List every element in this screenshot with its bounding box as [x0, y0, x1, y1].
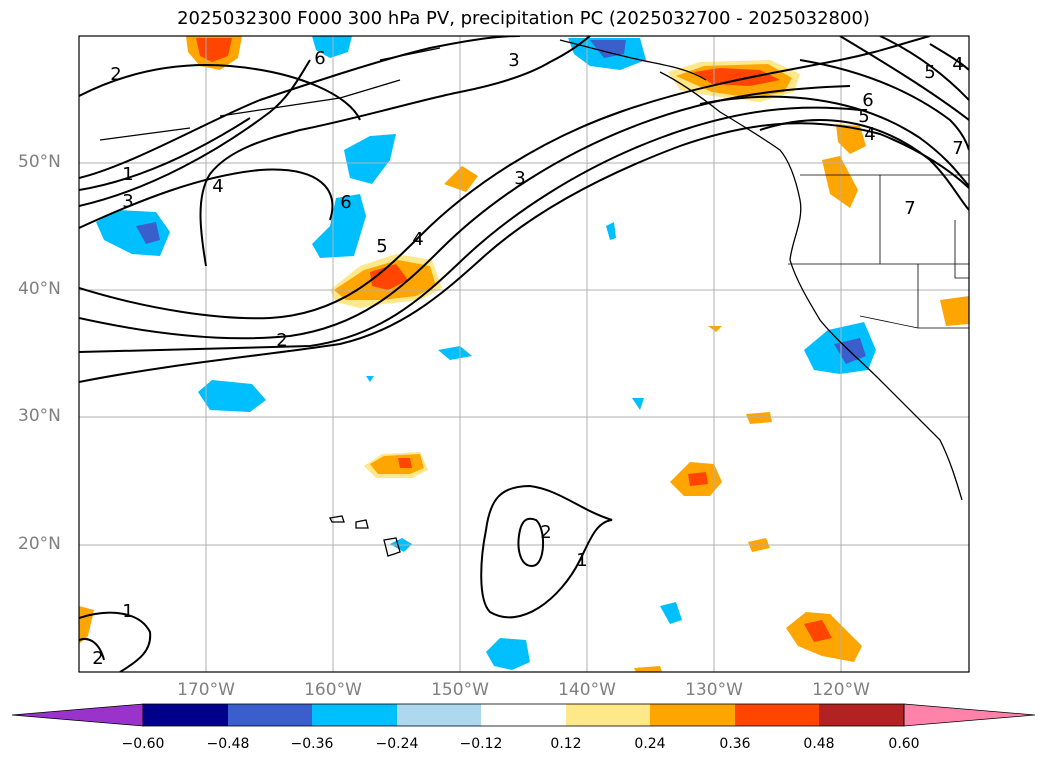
- contour-label: 6: [314, 48, 325, 69]
- contour-label: 2: [110, 64, 121, 85]
- colorbar-tick-label: −0.60: [121, 736, 165, 752]
- lon-label-160w: 160°W: [304, 680, 362, 700]
- contour-label: 4: [412, 229, 423, 250]
- colorbar-segment: [566, 704, 650, 726]
- political-borders: [788, 174, 969, 329]
- contour-label: 7: [904, 198, 915, 219]
- contour-label: 6: [340, 192, 351, 213]
- colorbar: [11, 703, 1036, 727]
- contour-label: 1: [122, 601, 133, 622]
- contour-label: 4: [864, 124, 875, 145]
- colorbar-segment: [397, 704, 481, 726]
- colorbar-tick-label: −0.48: [206, 736, 250, 752]
- lon-label-150w: 150°W: [431, 680, 489, 700]
- colorbar-tick-label: 0.60: [888, 736, 920, 752]
- colorbar-extend-right: [903, 703, 1036, 727]
- contour-label: 5: [376, 236, 387, 257]
- contour-label: 3: [122, 191, 133, 212]
- colorbar-segment: [819, 704, 904, 726]
- colorbar-tick-label: −0.36: [290, 736, 334, 752]
- contour-label: 2: [92, 648, 103, 669]
- colorbar-extend-left: [11, 703, 144, 727]
- contour-label: 1: [122, 164, 133, 185]
- colorbar-tick-label: 0.12: [550, 736, 582, 752]
- map-frame: [78, 35, 970, 673]
- lon-label-130w: 130°W: [685, 680, 743, 700]
- contour-label: 2: [540, 522, 551, 543]
- colorbar-tick-label: −0.12: [459, 736, 503, 752]
- lon-label-170w: 170°W: [177, 680, 235, 700]
- precip-shading: [79, 36, 969, 672]
- map-content: 2 1 3 4 6 3 5 4 3 2 2 1 1 2 6 5 4 6 5 4 …: [79, 36, 969, 672]
- contour-label: 1: [576, 550, 587, 571]
- colorbar-segment: [650, 704, 735, 726]
- colorbar-segment: [481, 704, 566, 726]
- lon-label-120w: 120°W: [812, 680, 870, 700]
- contour-label: 4: [952, 54, 963, 75]
- coastlines: [99, 39, 963, 557]
- contour-label: 5: [858, 106, 869, 127]
- contour-label: 6: [862, 90, 873, 111]
- colorbar-segment: [735, 704, 819, 726]
- colorbar-tick-label: 0.36: [719, 736, 751, 752]
- colorbar-segment: [143, 704, 228, 726]
- contour-label: 2: [276, 330, 287, 351]
- colorbar-tick-label: −0.24: [375, 736, 419, 752]
- lon-label-140w: 140°W: [558, 680, 616, 700]
- contour-label: 3: [514, 168, 525, 189]
- lat-label-50n: 50°N: [18, 152, 61, 172]
- colorbar-segment: [312, 704, 397, 726]
- map-gridlines: [79, 36, 969, 672]
- contour-labels: 2 1 3 4 6 3 5 4 3 2 2 1 1 2 6 5 4 6 5 4 …: [92, 48, 963, 669]
- lat-label-20n: 20°N: [18, 534, 61, 554]
- contour-label: 7: [952, 138, 963, 159]
- lat-label-30n: 30°N: [18, 406, 61, 426]
- contour-label: 3: [508, 50, 519, 71]
- contour-label: 5: [924, 62, 935, 83]
- contour-label: 4: [212, 176, 223, 197]
- colorbar-segment: [228, 704, 312, 726]
- lat-label-40n: 40°N: [18, 279, 61, 299]
- chart-title: 2025032300 F000 300 hPa PV, precipitatio…: [177, 8, 870, 29]
- colorbar-tick-label: 0.24: [634, 736, 666, 752]
- colorbar-tick-label: 0.48: [803, 736, 835, 752]
